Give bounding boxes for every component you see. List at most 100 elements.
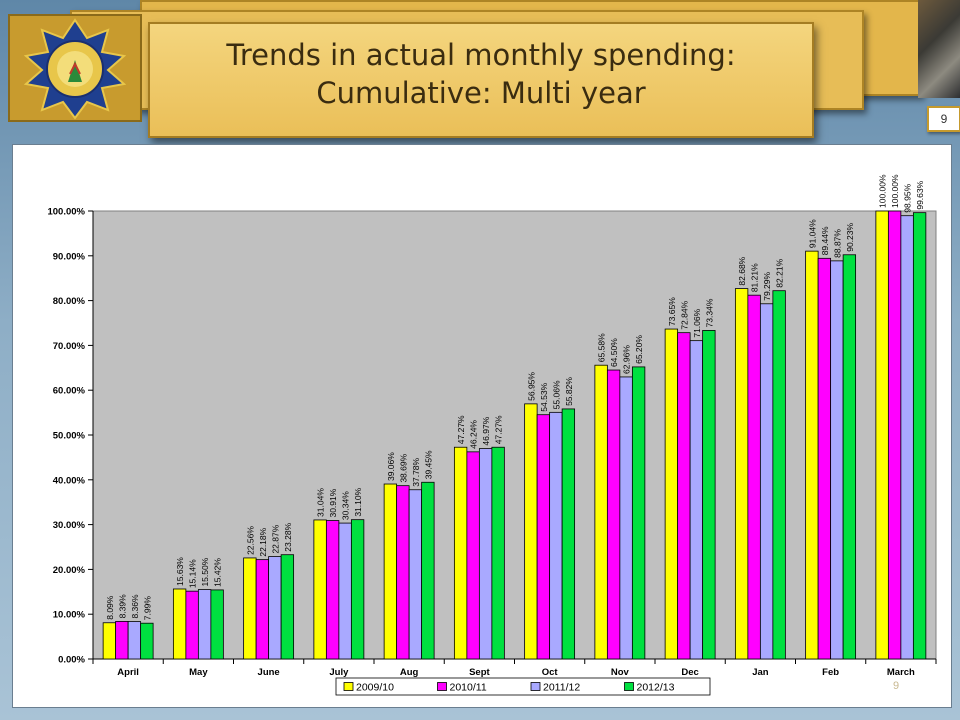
bar xyxy=(172,588,187,660)
slide-title: Trends in actual monthly spending: Cumul… xyxy=(148,36,814,112)
bar xyxy=(900,215,914,660)
bar xyxy=(734,288,749,660)
bar xyxy=(842,254,857,660)
title-line-1: Trends in actual monthly spending: xyxy=(226,38,736,72)
data-label: 55.82% xyxy=(564,377,574,406)
data-label: 47.27% xyxy=(456,415,466,444)
bar xyxy=(549,411,563,660)
data-label: 89.44% xyxy=(820,226,830,255)
data-label: 65.20% xyxy=(634,335,644,364)
data-label: 64.50% xyxy=(609,338,619,367)
data-label: 90.23% xyxy=(845,222,855,251)
data-label: 15.14% xyxy=(188,559,198,588)
title-line-2: Cumulative: Multi year xyxy=(316,76,646,110)
x-tick-label: Jan xyxy=(752,667,769,678)
bar xyxy=(338,522,352,660)
data-label: 65.58% xyxy=(597,333,607,362)
data-label: 30.34% xyxy=(341,491,351,520)
bar xyxy=(350,519,365,660)
x-tick-label: April xyxy=(117,667,139,678)
y-tick-label: 50.00% xyxy=(53,431,86,442)
y-tick-label: 80.00% xyxy=(53,296,86,307)
data-label: 38.69% xyxy=(398,453,408,482)
legend-label: 2009/10 xyxy=(356,682,394,694)
data-label: 39.45% xyxy=(423,450,433,479)
legend-label: 2011/12 xyxy=(543,682,580,694)
x-tick-label: Dec xyxy=(681,667,698,678)
y-tick-label: 70.00% xyxy=(53,341,86,352)
bar xyxy=(702,330,716,660)
data-label: 71.06% xyxy=(692,308,702,337)
bar xyxy=(536,414,551,660)
bar xyxy=(140,622,154,660)
x-tick-label: Feb xyxy=(822,667,839,678)
bar-chart: 0.00% 10.00% 20.00% 30.00% 40.00% 50.00% 60.00… xyxy=(47,174,937,696)
data-label: 81.21% xyxy=(750,263,760,292)
bar xyxy=(127,621,142,660)
bar xyxy=(830,260,844,660)
data-label: 23.28% xyxy=(283,522,293,551)
bar xyxy=(280,554,295,660)
header-photo xyxy=(918,0,960,98)
bar xyxy=(677,332,691,660)
data-label: 22.18% xyxy=(258,527,268,556)
bar xyxy=(466,451,480,660)
x-tick-label: May xyxy=(189,667,208,678)
chart-frame: 0.00% 10.00% 20.00% 30.00% 40.00% 50.00% 60.00… xyxy=(12,144,952,708)
data-label: 73.65% xyxy=(667,297,677,326)
legend-swatch xyxy=(343,682,354,691)
legend-label: 2010/11 xyxy=(450,682,487,694)
legend-label: 2012/13 xyxy=(637,682,675,694)
data-label: 91.04% xyxy=(807,219,817,248)
data-label: 88.87% xyxy=(832,229,842,258)
data-label: 79.29% xyxy=(762,272,772,301)
y-tick-label: 10.00% xyxy=(53,610,86,621)
x-tick-label: July xyxy=(329,667,349,678)
bar xyxy=(875,210,889,660)
data-label: 30.91% xyxy=(328,488,338,517)
bar xyxy=(185,590,199,660)
x-tick-label: Sept xyxy=(469,667,490,678)
bar xyxy=(396,485,410,660)
data-label: 55.06% xyxy=(551,380,561,409)
data-label: 73.34% xyxy=(704,298,714,327)
bar xyxy=(631,366,646,660)
bar xyxy=(606,369,621,660)
bar xyxy=(747,294,761,660)
data-label: 82.68% xyxy=(737,256,747,285)
data-label: 15.50% xyxy=(200,557,210,586)
y-tick-label: 40.00% xyxy=(53,475,86,486)
bar xyxy=(689,340,704,660)
bar xyxy=(268,556,282,660)
legend-swatch xyxy=(530,682,541,691)
bar xyxy=(325,520,340,660)
bar xyxy=(759,303,774,660)
bar xyxy=(491,446,505,660)
data-label: 39.06% xyxy=(386,452,396,481)
bar xyxy=(210,589,224,660)
bar xyxy=(243,557,257,660)
bar xyxy=(561,408,576,660)
bar xyxy=(805,250,819,660)
bar xyxy=(102,622,117,660)
data-label: 15.63% xyxy=(175,557,185,586)
data-label: 62.96% xyxy=(622,345,632,374)
data-label: 8.39% xyxy=(117,594,127,619)
data-label: 100.00% xyxy=(890,174,900,208)
y-tick-label: 0.00% xyxy=(58,655,85,666)
bar xyxy=(313,519,327,660)
data-label: 8.36% xyxy=(130,594,140,619)
bar xyxy=(478,448,493,660)
bar xyxy=(383,483,398,660)
data-label: 56.95% xyxy=(526,372,536,401)
x-tick-label: Nov xyxy=(611,667,630,678)
data-label: 82.21% xyxy=(775,258,785,287)
legend-box xyxy=(335,677,711,696)
x-tick-label: Aug xyxy=(400,667,419,678)
bar xyxy=(619,376,633,660)
bar xyxy=(197,589,212,660)
bar xyxy=(772,290,786,660)
bar xyxy=(912,212,927,660)
bar xyxy=(664,328,679,660)
data-label: 37.78% xyxy=(411,457,421,486)
